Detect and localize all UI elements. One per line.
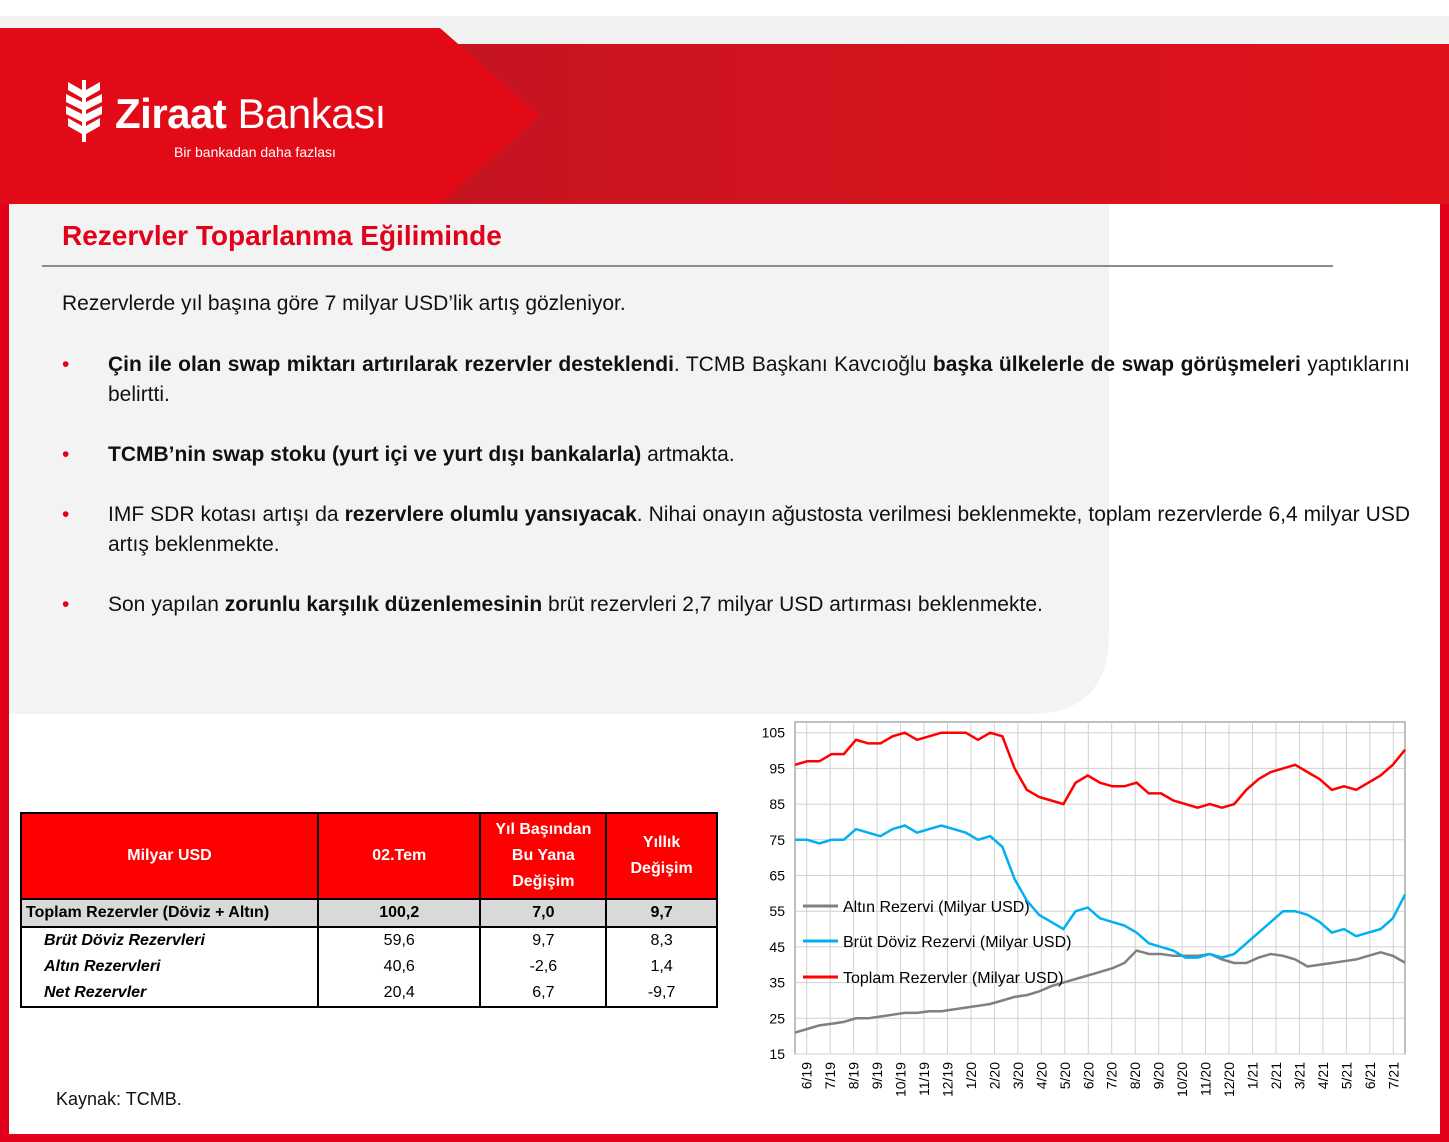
x-tick-label: 6/21 <box>1362 1062 1378 1089</box>
x-tick-label: 12/20 <box>1221 1062 1237 1097</box>
bullet-1-text: Çin ile olan swap miktarı artırılarak re… <box>108 353 1411 406</box>
x-tick-label: 7/20 <box>1104 1062 1120 1089</box>
table-cell: Altın Rezervleri <box>19 954 320 980</box>
x-tick-label: 4/21 <box>1315 1062 1331 1089</box>
plot-area <box>794 721 1406 1055</box>
x-tick-label: 6/20 <box>1080 1062 1096 1089</box>
x-tick-label: 7/21 <box>1385 1062 1401 1089</box>
source-note: Kaynak: TCMB. <box>56 1089 182 1109</box>
page-title: Rezervler Toparlanma Eğiliminde <box>62 220 502 251</box>
series-line-1 <box>795 824 1407 959</box>
x-tick-label: 8/20 <box>1127 1062 1143 1089</box>
table-cell: 100,2 <box>317 898 482 928</box>
reserves-table: Milyar USD 02.Tem Yıl Başından Bu Yana Değ… <box>19 812 718 1008</box>
table-header-cell: Milyar USD <box>19 812 320 900</box>
x-tick-label: 5/21 <box>1338 1062 1354 1089</box>
y-tick-label: 15 <box>769 1046 785 1062</box>
bullet-3-text: IMF SDR kotası artışı da rezervlere olum… <box>108 503 1410 556</box>
table-cell: Net Rezervler <box>19 980 320 1008</box>
x-tick-label: 3/20 <box>1010 1062 1026 1089</box>
brand-tagline: Bir bankadan daha fazlası <box>174 144 336 160</box>
table-header-cell: Yıllık Değişim <box>605 812 718 900</box>
table-cell: 59,6 <box>317 927 482 954</box>
brand-logo-text: Ziraat Bankası <box>115 90 386 137</box>
table-header-cell: 02.Tem <box>317 812 482 900</box>
x-tick-label: 1/20 <box>963 1062 979 1089</box>
frame-bottom-border <box>0 1134 1449 1142</box>
table-header-row: Milyar USD 02.Tem Yıl Başından Bu Yana Değ… <box>19 812 718 900</box>
table-cell: -9,7 <box>605 980 718 1008</box>
wheat-logo-icon <box>66 80 102 142</box>
x-tick-label: 7/19 <box>822 1062 838 1089</box>
table-cell: -2,6 <box>479 954 608 980</box>
y-tick-label: 35 <box>769 975 785 991</box>
reserves-line-chart: 15 25 35 45 55 65 75 85 95 105 6/19 7/19 8/19 9/19 10/… <box>762 721 1407 1097</box>
x-tick-label: 10/20 <box>1174 1062 1190 1097</box>
frame-right-border <box>1440 204 1449 1142</box>
legend-label: Altın Rezervi (Milyar USD) <box>843 899 1030 916</box>
bullet-marker: • <box>62 443 70 466</box>
table-cell: 7,0 <box>479 898 608 928</box>
title-divider <box>42 265 1333 267</box>
table-cell: 40,6 <box>317 954 482 980</box>
y-tick-label: 25 <box>769 1010 785 1026</box>
bullet-2-text: TCMB’nin swap stoku (yurt içi ve yurt dı… <box>108 443 735 466</box>
table-cell: Toplam Rezervler (Döviz + Altın) <box>19 898 320 928</box>
header-logo-panel <box>0 28 540 204</box>
table-cell: 8,3 <box>605 927 718 954</box>
intro-text: Rezervlerde yıl başına göre 7 milyar USD… <box>62 292 626 315</box>
x-tick-label: 5/20 <box>1057 1062 1073 1089</box>
x-tick-label: 6/19 <box>799 1062 815 1089</box>
background-watermark <box>9 204 1109 714</box>
x-tick-label: 2/20 <box>986 1062 1002 1089</box>
table-cell: 6,7 <box>479 980 608 1008</box>
x-tick-label: 8/19 <box>846 1062 862 1089</box>
y-tick-label: 55 <box>769 903 785 919</box>
table-row: Brüt Döviz Rezervleri 59,6 9,7 8,3 <box>19 927 718 954</box>
y-tick-label: 105 <box>762 725 786 741</box>
x-tick-label: 4/20 <box>1033 1062 1049 1089</box>
table-row: Altın Rezervleri 40,6 -2,6 1,4 <box>19 954 718 980</box>
bullet-marker: • <box>62 503 70 526</box>
y-tick-label: 95 <box>769 760 785 776</box>
y-tick-label: 45 <box>769 939 785 955</box>
x-tick-label: 11/19 <box>916 1062 932 1096</box>
table-cell: 9,7 <box>605 898 718 928</box>
bullet-marker: • <box>62 353 70 376</box>
x-tick-label: 11/20 <box>1198 1062 1214 1096</box>
legend-label: Toplam Rezervler (Milyar USD) <box>843 970 1063 987</box>
legend-label: Brüt Döviz Rezervi (Milyar USD) <box>843 934 1071 951</box>
frame-left-border <box>0 204 9 1142</box>
x-tick-label: 9/20 <box>1151 1062 1167 1089</box>
y-tick-label: 85 <box>769 796 785 812</box>
table-cell: Brüt Döviz Rezervleri <box>19 927 320 954</box>
x-tick-label: 10/19 <box>893 1062 909 1097</box>
table-cell: 20,4 <box>317 980 482 1008</box>
x-tick-label: 12/19 <box>940 1062 956 1097</box>
x-tick-label: 3/21 <box>1291 1062 1307 1089</box>
table-cell: 9,7 <box>479 927 608 954</box>
table-row: Net Rezervler 20,4 6,7 -9,7 <box>19 980 718 1008</box>
y-tick-label: 65 <box>769 868 785 884</box>
x-tick-label: 9/19 <box>869 1062 885 1089</box>
table-row: Toplam Rezervler (Döviz + Altın) 100,2 7… <box>19 898 718 928</box>
x-tick-label: 1/21 <box>1245 1062 1261 1089</box>
table-header-cell: Yıl Başından Bu Yana Değişim <box>479 812 608 900</box>
bullet-4-text: Son yapılan zorunlu karşılık düzenlemesi… <box>108 593 1043 616</box>
table-cell: 1,4 <box>605 954 718 980</box>
x-tick-label: 2/21 <box>1268 1062 1284 1089</box>
y-tick-label: 75 <box>769 832 785 848</box>
bullet-marker: • <box>62 593 70 616</box>
series-line-0 <box>794 949 1406 1034</box>
series-line-2 <box>794 731 1406 810</box>
